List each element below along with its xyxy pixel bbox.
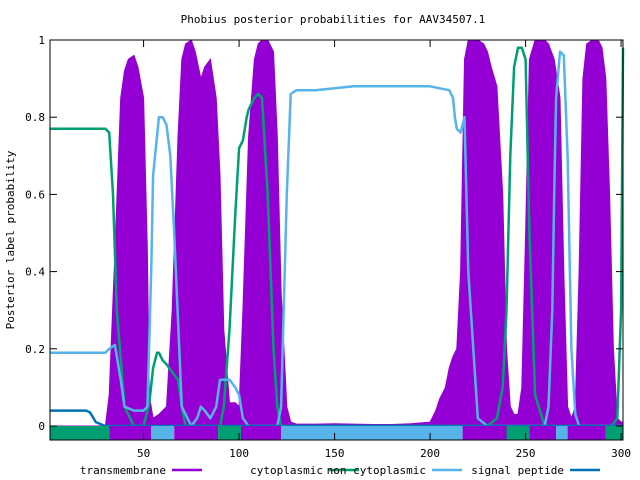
- x-tick-label: 200: [420, 447, 440, 460]
- topology-segment-8: [462, 426, 507, 440]
- topology-segment-6: [241, 426, 282, 440]
- y-tick-label: 0.2: [25, 343, 45, 356]
- x-tick-label: 250: [516, 447, 536, 460]
- y-tick-label: 0: [38, 420, 45, 433]
- topology-segment-12: [567, 426, 606, 440]
- y-axis-label: Posterior label probability: [4, 150, 17, 329]
- legend-label-non-cytoplasmic: non cytoplasmic: [327, 464, 426, 477]
- y-tick-label: 1: [38, 34, 45, 47]
- legend-label-cytoplasmic: cytoplasmic: [250, 464, 323, 477]
- topology-segment-2: [109, 426, 152, 440]
- topology-segment-7: [281, 426, 463, 440]
- plot-border: [49, 39, 624, 441]
- topology-segment-9: [506, 426, 530, 440]
- y-tick-label: 0.4: [25, 266, 45, 279]
- x-tick-label: 150: [325, 447, 345, 460]
- topology-segment-10: [529, 426, 557, 440]
- x-tick-label: 100: [229, 447, 249, 460]
- plot-area: [50, 39, 625, 440]
- y-tick-label: 0.6: [25, 188, 45, 201]
- topology-segment-3: [151, 426, 175, 440]
- y-tick-label: 0.8: [25, 111, 45, 124]
- topology-segment-5: [218, 426, 241, 440]
- topology-segment-11: [556, 426, 568, 440]
- topology-segment-13: [605, 426, 623, 440]
- chart-title: Phobius posterior probabilities for AAV3…: [181, 13, 486, 26]
- legend-label-signal-peptide: signal peptide: [471, 464, 564, 477]
- x-tick-label: 50: [137, 447, 150, 460]
- legend-label-transmembrane: transmembrane: [80, 464, 166, 477]
- transmembrane-area: [50, 39, 624, 427]
- non-cytoplasmic-line: [50, 50, 623, 428]
- legend: transmembrane cytoplasmic non cytoplasmic s…: [80, 464, 600, 477]
- x-tick-label: 300: [611, 447, 631, 460]
- topology-segment-1: [50, 426, 110, 440]
- topology-segment-4: [174, 426, 219, 440]
